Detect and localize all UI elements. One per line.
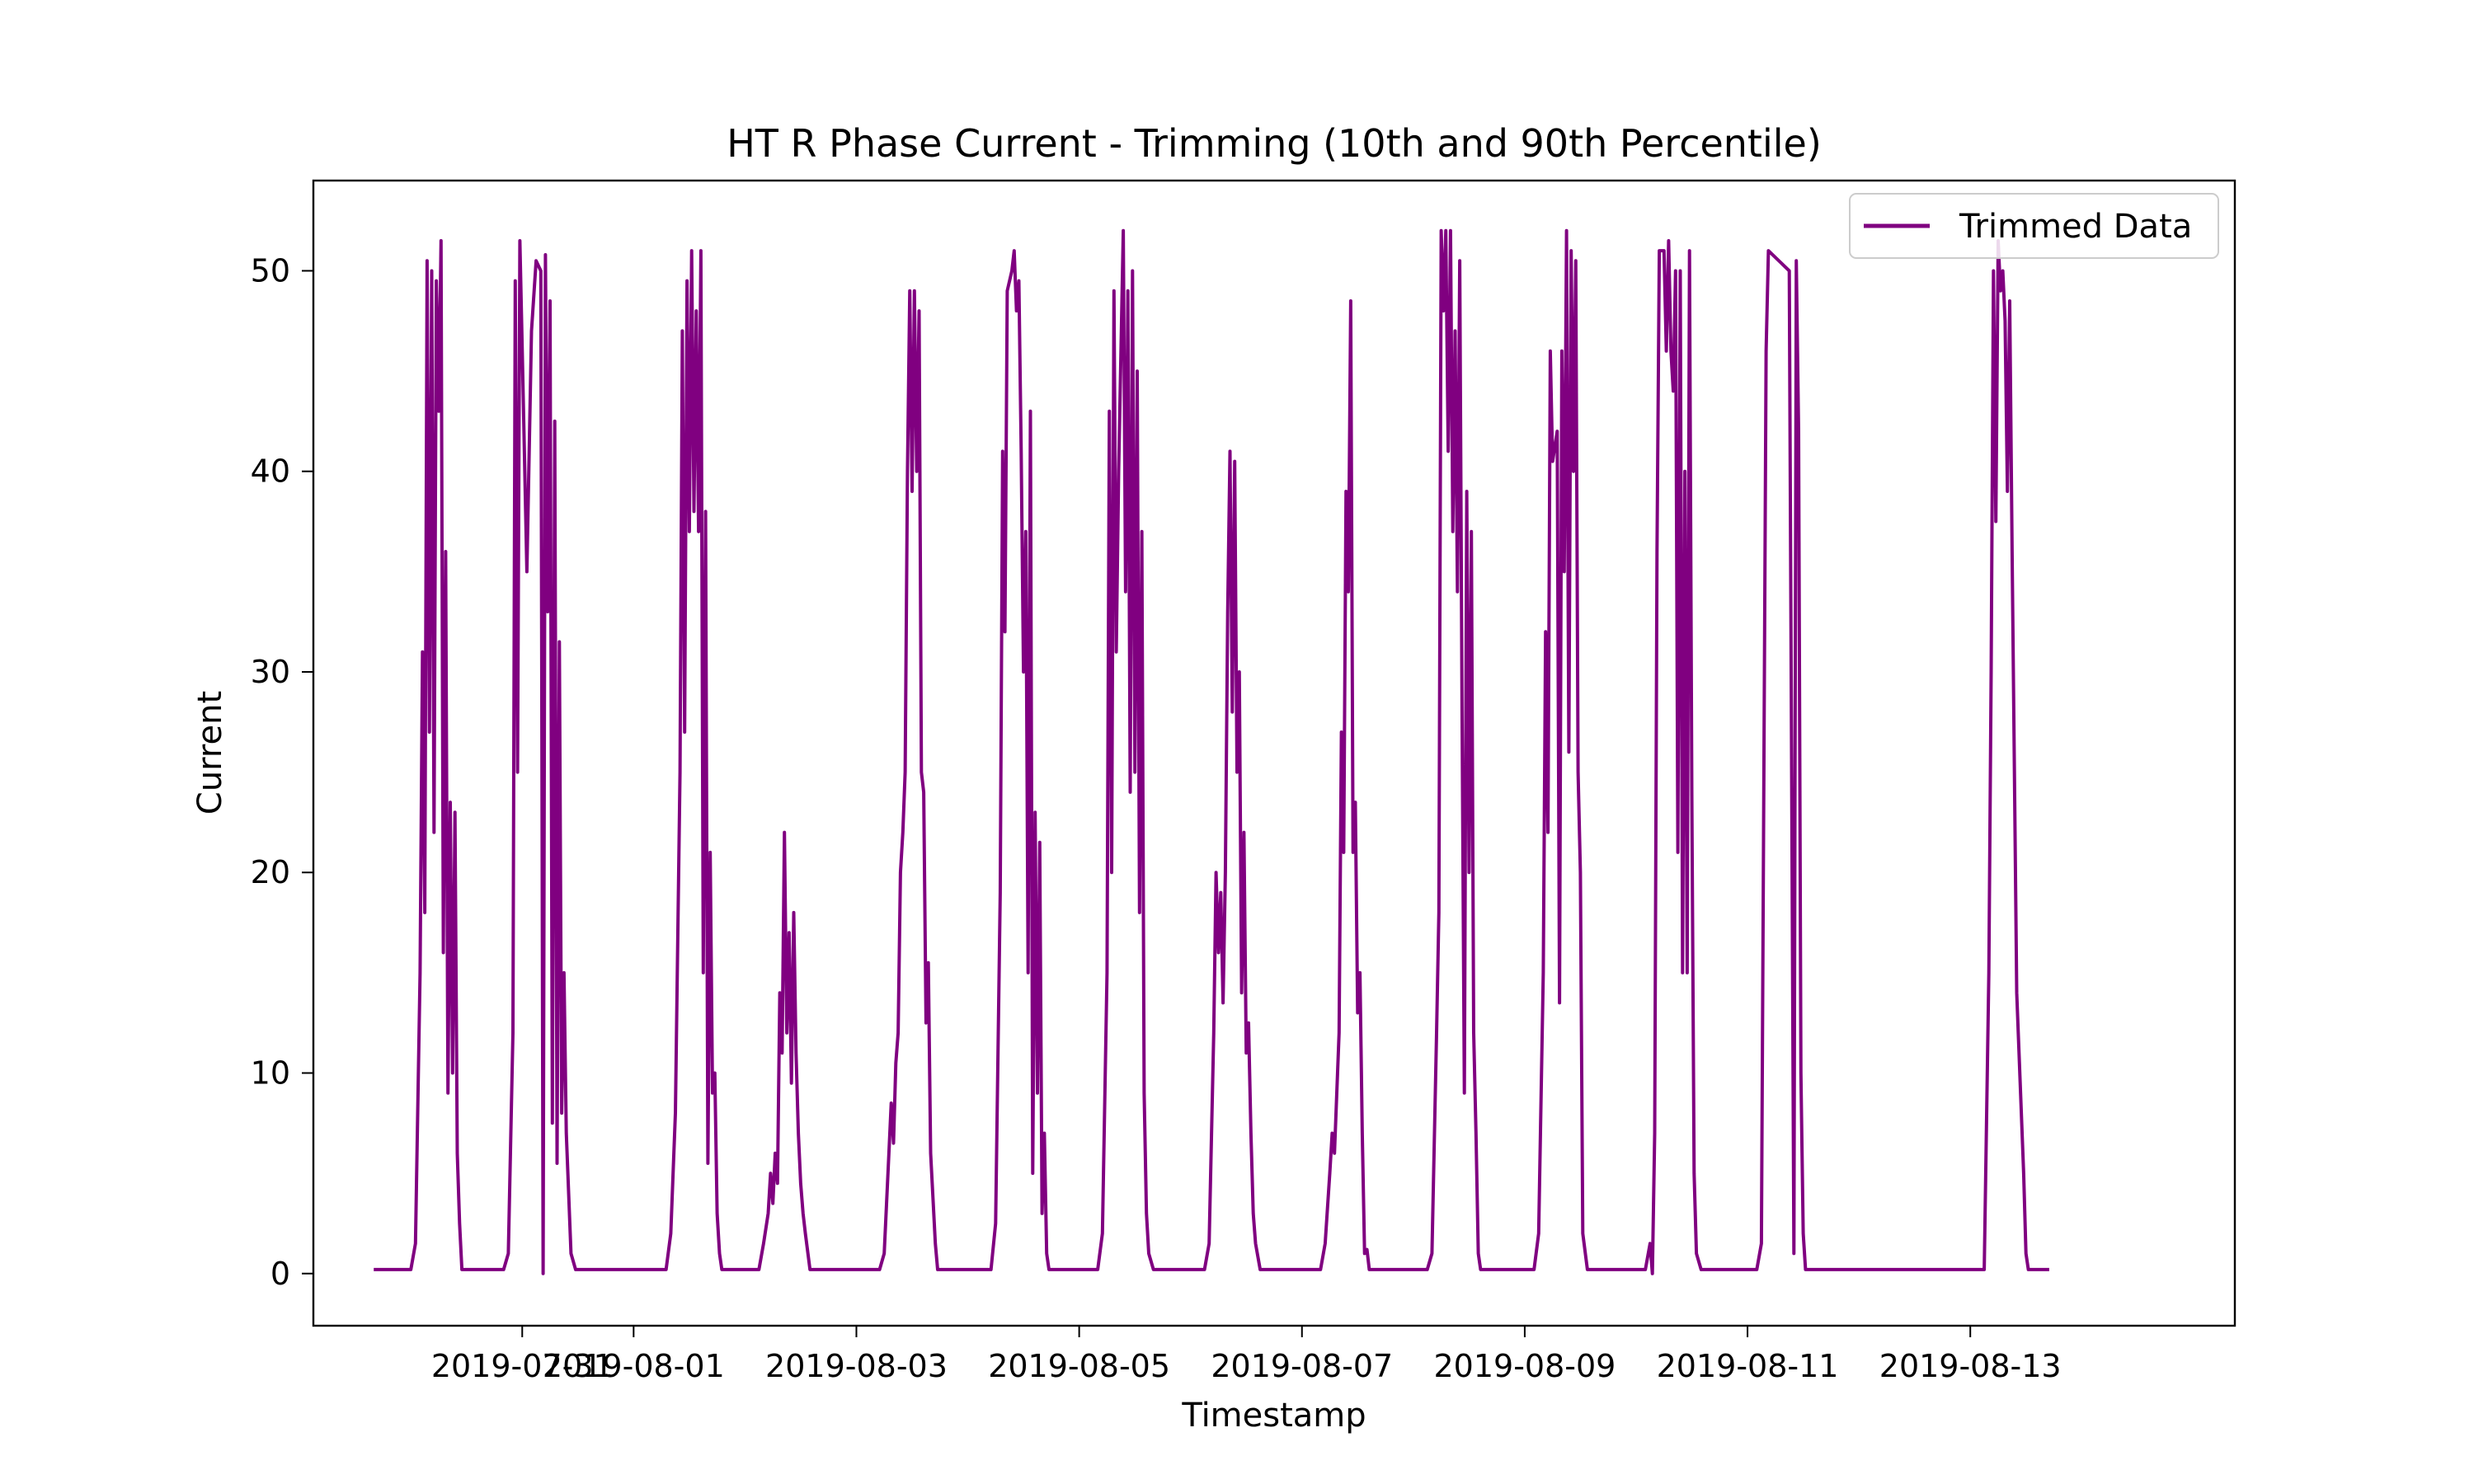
x-tick-label: 2019-08-01 [543,1348,725,1384]
x-tick-label: 2019-08-09 [1433,1348,1616,1384]
y-tick-label: 40 [251,453,290,490]
x-tick-label: 2019-08-13 [1879,1348,2062,1384]
y-axis: 0 10 20 30 40 50 [251,252,313,1292]
x-tick-label: 2019-08-05 [988,1348,1170,1384]
x-axis-label: Timestamp [1181,1397,1366,1435]
legend: Trimmed Data [1849,193,2219,259]
series-line-trimmed-data [374,228,2049,1275]
x-tick-label: 2019-08-03 [765,1348,948,1384]
y-tick-label: 0 [270,1256,290,1292]
chart-title: HT R Phase Current - Trimming (10th and … [727,121,1822,166]
series-layer [374,228,2049,1275]
plot-frame [312,179,2236,1327]
y-tick-label: 20 [251,854,290,890]
legend-box [1849,193,2219,259]
legend-label-trimmed-data: Trimmed Data [1959,208,2192,246]
y-tick-label: 50 [251,252,290,289]
y-axis-label: Current [191,691,229,815]
y-tick-label: 30 [251,654,290,690]
x-tick-label: 2019-08-11 [1657,1348,1839,1384]
x-tick-label: 2019-07-31 [431,1348,614,1384]
y-tick-label: 10 [251,1054,290,1091]
x-tick-label: 2019-08-07 [1211,1348,1393,1384]
